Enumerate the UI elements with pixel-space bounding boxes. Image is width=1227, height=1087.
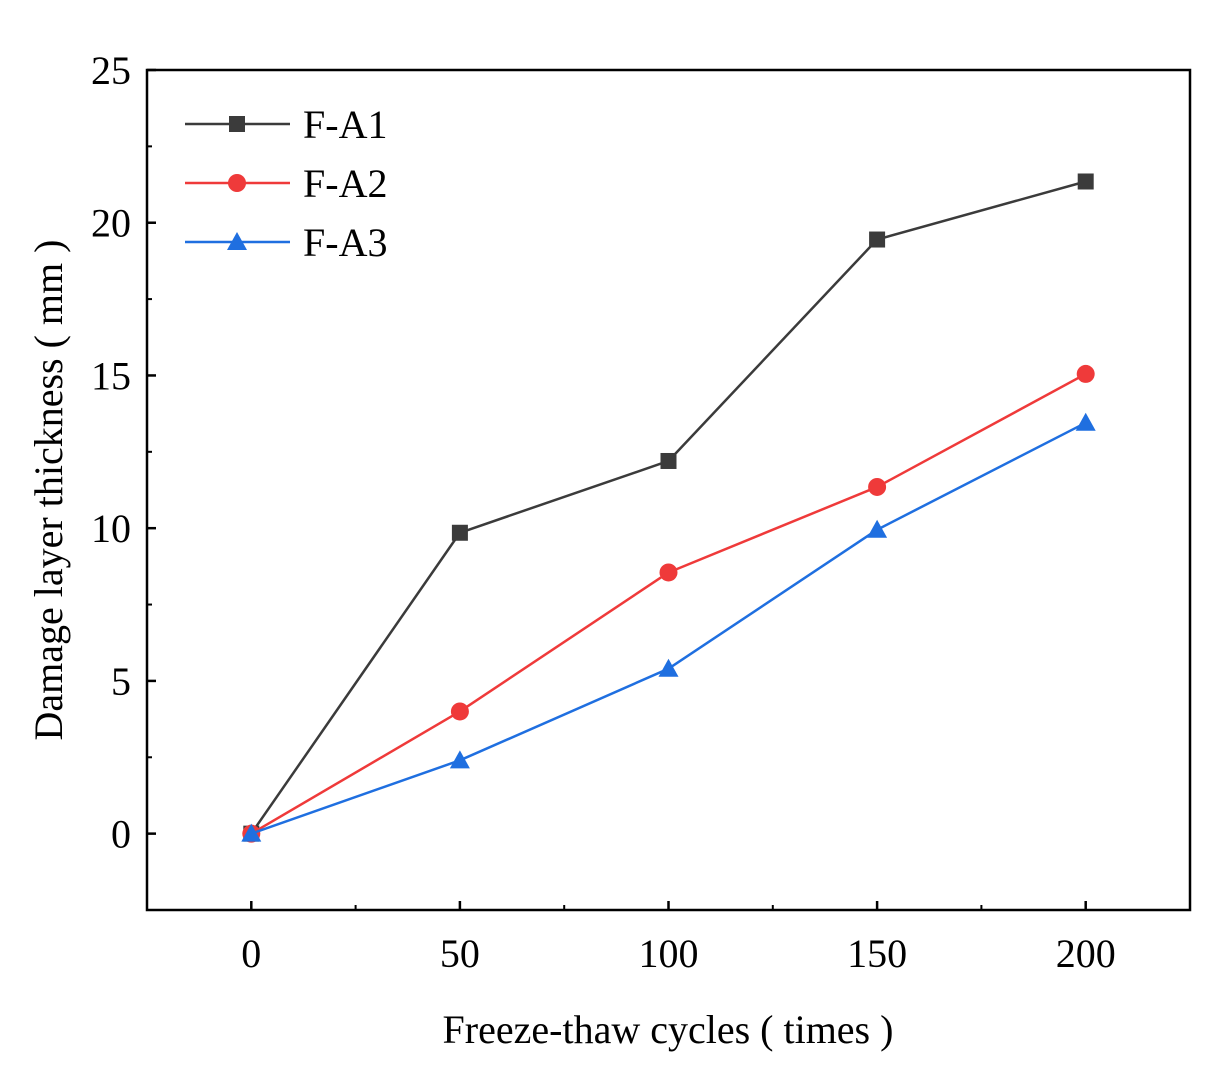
- series-line-f-a2: [250, 372, 1087, 835]
- data-point-f-a3: [867, 519, 888, 538]
- data-point-f-a2: [868, 477, 887, 496]
- legend-item-f-a1: F-A1: [185, 102, 387, 147]
- legend-marker-f-a3: [227, 232, 247, 250]
- data-point-f-a3: [241, 823, 262, 842]
- data-point-f-a1: [869, 231, 886, 248]
- y-tick-label: 0: [111, 812, 131, 857]
- y-tick-label: 25: [91, 48, 131, 93]
- data-point-f-a2: [450, 702, 469, 721]
- legend-label-f-a1: F-A1: [303, 102, 387, 147]
- legend-item-f-a3: F-A3: [185, 220, 387, 265]
- data-point-f-a2: [659, 563, 678, 582]
- data-point-f-a2: [1076, 364, 1095, 383]
- x-axis-label: Freeze-thaw cycles ( times ): [443, 1007, 894, 1052]
- data-point-f-a3: [658, 658, 679, 677]
- x-tick-label: 150: [847, 931, 907, 976]
- x-tick-label: 50: [440, 931, 480, 976]
- data-point-f-a1: [451, 524, 468, 541]
- legend-label-f-a3: F-A3: [303, 220, 387, 265]
- series-f-a3: [241, 412, 1096, 842]
- y-tick-label: 15: [91, 353, 131, 398]
- series-line-f-a1: [250, 180, 1087, 835]
- data-point-f-a1: [1077, 173, 1094, 190]
- data-point-f-a3: [449, 750, 470, 769]
- data-point-f-a1: [660, 452, 677, 469]
- x-tick-label: 200: [1056, 931, 1116, 976]
- series-f-a1: [243, 173, 1094, 842]
- legend-marker-f-a2: [228, 174, 246, 192]
- series-line-f-a3: [250, 421, 1087, 835]
- y-tick-label: 5: [111, 659, 131, 704]
- y-tick-label: 20: [91, 201, 131, 246]
- x-tick-label: 100: [639, 931, 699, 976]
- series-f-a2: [242, 364, 1095, 843]
- legend-item-f-a2: F-A2: [185, 161, 387, 206]
- ticks-layer: 0 5 10 15 20 25 0 50 100 150 200: [91, 48, 1116, 976]
- series-layer: [241, 173, 1096, 843]
- plot-frame: [145, 68, 1192, 912]
- y-axis-label: Damage layer thickness ( mm ): [26, 240, 71, 741]
- y-tick-label: 10: [91, 506, 131, 551]
- legend-label-f-a2: F-A2: [303, 161, 387, 206]
- x-tick-label: 0: [241, 931, 261, 976]
- legend-marker-f-a1: [229, 116, 245, 132]
- legend: F-A1 F-A2 F-A3: [185, 102, 387, 265]
- data-point-f-a3: [1075, 412, 1096, 431]
